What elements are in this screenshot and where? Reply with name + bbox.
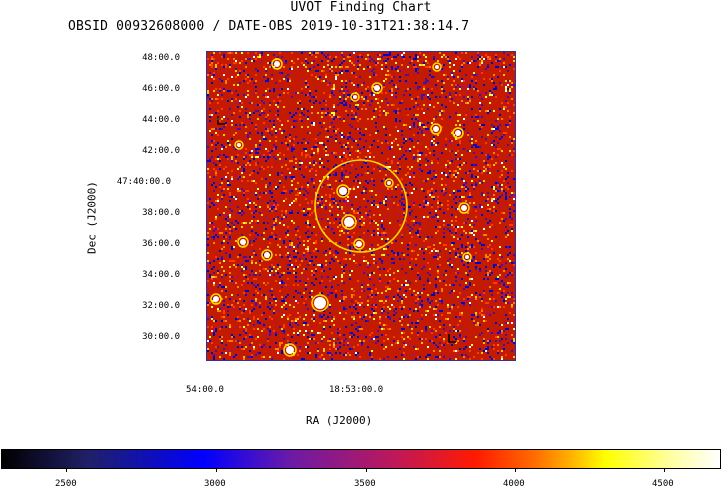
colorbar-tick-mark: [664, 468, 665, 472]
star: [356, 241, 362, 247]
y-tick-label: 30:00.0: [142, 332, 180, 342]
star: [387, 181, 391, 185]
sky-image: [206, 51, 516, 361]
star-halo: [353, 238, 365, 250]
y-tick-label: 47:40:00.0: [116, 177, 171, 187]
colorbar-tick-label: 2500: [55, 479, 77, 489]
orientation-mark: [448, 334, 456, 343]
star: [461, 205, 467, 211]
chart-subtitle: OBSID 00932608000 / DATE-OBS 2019-10-31T…: [68, 19, 470, 34]
star-halo: [261, 249, 273, 261]
star-halo: [271, 58, 283, 70]
star-halo: [430, 123, 442, 135]
x-axis-label: RA (J2000): [306, 414, 373, 427]
star-halo: [341, 214, 357, 230]
target-circle-marker: [314, 159, 408, 253]
y-axis-label: Dec (J2000): [85, 181, 99, 254]
chart-title: UVOT Finding Chart: [290, 0, 432, 15]
star: [374, 85, 380, 91]
colorbar-tick-label: 3000: [204, 479, 226, 489]
star-halo: [432, 62, 442, 72]
star-halo: [311, 294, 329, 312]
y-tick-label: 48:00.0: [142, 53, 180, 63]
x-tick-label: 54:00.0: [186, 385, 224, 395]
star-halo: [452, 127, 464, 139]
star-halo: [283, 343, 297, 357]
colorbar-gradient: [2, 450, 720, 468]
star: [237, 143, 241, 147]
star: [433, 126, 439, 132]
star: [213, 296, 219, 302]
y-tick-label: 38:00.0: [142, 208, 180, 218]
star-halo: [336, 184, 350, 198]
y-tick-label: 36:00.0: [142, 239, 180, 249]
colorbar-tick-mark: [216, 468, 217, 472]
star-halo: [458, 202, 470, 214]
star-halo: [384, 178, 394, 188]
star: [465, 255, 469, 259]
colorbar-tick-mark: [515, 468, 516, 472]
orientation-mark: [217, 116, 225, 125]
star: [314, 297, 326, 309]
y-tick-label: 32:00.0: [142, 301, 180, 311]
star: [339, 187, 347, 195]
colorbar: [1, 449, 721, 469]
sky-image-canvas: [207, 52, 515, 360]
colorbar-tick-label: 3500: [354, 479, 376, 489]
colorbar-tick-mark: [66, 468, 67, 472]
star: [344, 217, 354, 227]
star: [264, 252, 270, 258]
star-halo: [371, 82, 383, 94]
y-tick-label: 42:00.0: [142, 146, 180, 156]
colorbar-tick-mark: [366, 468, 367, 472]
y-tick-label: 44:00.0: [142, 115, 180, 125]
star: [274, 61, 280, 67]
star: [353, 95, 357, 99]
x-tick-label: 18:53:00.0: [329, 385, 384, 395]
colorbar-tick-label: 4000: [503, 479, 525, 489]
colorbar-tick-label: 4500: [652, 479, 674, 489]
star-halo: [210, 293, 222, 305]
star: [435, 65, 439, 69]
star-halo: [234, 140, 244, 150]
star-halo: [350, 92, 360, 102]
y-tick-label: 46:00.0: [142, 84, 180, 94]
star: [240, 239, 246, 245]
star: [455, 130, 461, 136]
star-halo: [462, 252, 472, 262]
star-halo: [237, 236, 249, 248]
y-tick-label: 34:00.0: [142, 270, 180, 280]
star: [286, 346, 294, 354]
